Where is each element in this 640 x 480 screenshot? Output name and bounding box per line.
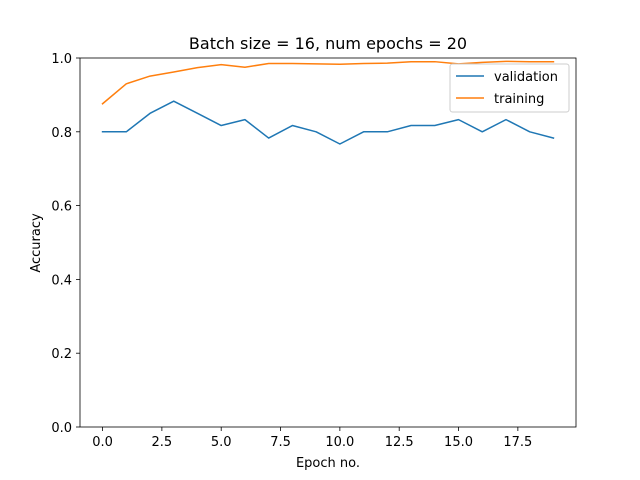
x-tick-label: 17.5 <box>503 435 532 450</box>
legend: validation training <box>449 63 570 113</box>
x-tick-label: 15.0 <box>444 435 473 450</box>
y-tick-label: 0.4 <box>51 273 72 288</box>
x-tick-label: 5.0 <box>211 435 232 450</box>
axes: 0.0 2.5 5.0 7.5 10.0 12.5 15.0 17.5 0.0 0.2 0.4 0.6… <box>51 52 577 450</box>
x-tick-label: 0.0 <box>92 435 113 450</box>
series-line-training <box>101 60 555 105</box>
x-tick-label: 2.5 <box>152 435 173 450</box>
y-tick-label: 0.8 <box>51 126 72 141</box>
x-tick-label: 10.0 <box>325 435 354 450</box>
x-tick-label: 7.5 <box>270 435 291 450</box>
legend-label-validation: validation <box>494 70 558 85</box>
chart-title: Batch size = 16, num epochs = 20 <box>189 34 467 53</box>
plot-area <box>101 60 555 145</box>
x-tick-label: 12.5 <box>385 435 414 450</box>
series-line-validation <box>101 100 555 145</box>
axes-frame <box>79 57 577 428</box>
y-tick-label: 0.6 <box>51 200 72 215</box>
legend-label-training: training <box>494 92 544 107</box>
y-tick-label: 0.0 <box>51 421 72 436</box>
y-tick-label: 0.2 <box>51 347 72 362</box>
y-axis-label: Accuracy <box>29 213 44 273</box>
x-axis-label: Epoch no. <box>296 456 360 471</box>
y-tick-label: 1.0 <box>51 52 72 67</box>
